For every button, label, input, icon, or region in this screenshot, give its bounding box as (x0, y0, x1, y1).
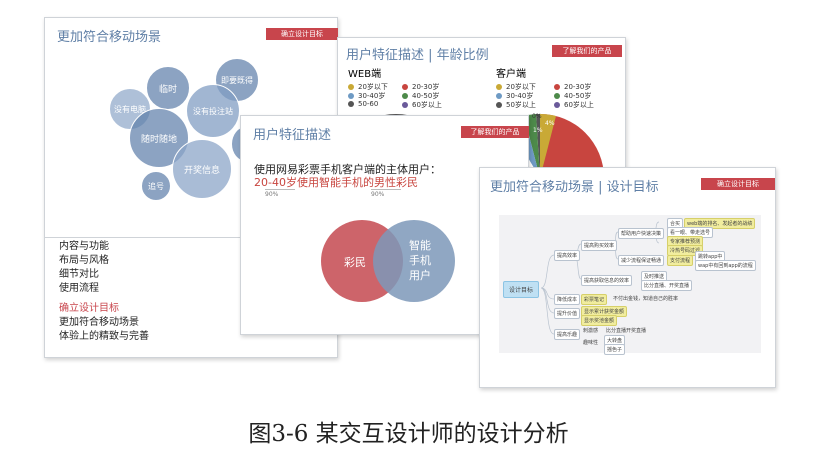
slide-title: 用户特征描述 (253, 128, 332, 143)
dot-icon (554, 93, 560, 99)
sub-node: 不付出金钱，知道自己的胜率 (613, 296, 679, 302)
root-node: 设计目标 (503, 281, 540, 298)
client-label: 客户端 (496, 69, 526, 80)
branch-node: 提升价值 (554, 308, 581, 319)
list-item-highlight: 确立设计目标 (59, 303, 119, 314)
sub-node: 摇色子 (604, 344, 626, 355)
venn-diagram (321, 220, 455, 302)
badge: 确立设计目标 (266, 28, 338, 40)
legend-item: 50-60 (348, 100, 378, 108)
dot-icon (402, 102, 408, 108)
sub-node: 帮助用户快速决策 (618, 228, 665, 239)
legend-item: 60岁以上 (402, 100, 442, 110)
legend-item: 30-40岁 (496, 91, 533, 101)
list-item: 细节对比 (59, 269, 99, 280)
pie-slice (536, 113, 540, 178)
sub-node: 支付流程 (667, 255, 694, 266)
dot-icon (348, 84, 354, 90)
sub-node: 比分直播开奖直播 (606, 328, 647, 334)
dot-icon (402, 84, 408, 90)
pie-slice (540, 114, 604, 178)
list-item: 内容与功能 (59, 241, 109, 252)
legend-item: 40-50岁 (554, 91, 591, 101)
pie-label: 1% (533, 127, 543, 134)
list-item: 体验上的精致与完善 (59, 331, 149, 342)
pie-label: 4% (545, 120, 555, 127)
dot-icon (554, 84, 560, 90)
legend-item: 20-30岁 (554, 82, 591, 92)
branch-node: 降低成本 (554, 294, 581, 305)
list-item: 更加符合移动场景 (59, 317, 139, 328)
user-target: 20-40岁使用智能手机的男性彩民 (254, 176, 418, 189)
dot-icon (348, 101, 354, 107)
badge: 了解我们的产品 (461, 126, 529, 138)
legend-item: 60岁以上 (554, 100, 594, 110)
venn-right-label: 智能 手机 用户 (409, 239, 431, 282)
legend-item: 20岁以下 (348, 82, 388, 92)
slide-title: 更加符合移动场景 (57, 30, 162, 45)
sub-node: 刺激感 (583, 328, 599, 334)
legend-item: 40-50岁 (402, 91, 439, 101)
user-statement: 使用网易彩票手机客户端的主体用户： (254, 163, 441, 176)
bubble: 追号 (141, 171, 171, 201)
pie-label: 0% (532, 113, 542, 120)
list-item: 使用流程 (59, 283, 99, 294)
dot-icon (496, 84, 502, 90)
legend-item: 20-30岁 (402, 82, 439, 92)
sub-node: 比分直播、开奖直播 (641, 280, 693, 291)
slide-title: 更加符合移动场景 | 设计目标 (490, 180, 659, 195)
legend-item: 50岁以上 (496, 100, 536, 110)
dot-icon (348, 93, 354, 99)
sub-node: 趣味性 (583, 340, 599, 346)
legend-item: 20岁以下 (496, 82, 536, 92)
sub-node: 减少流程保证畅通 (618, 255, 665, 266)
bubble: 没有投注站 (186, 84, 240, 138)
sub-node: 提高购买效率 (581, 240, 618, 251)
venn-left-label: 彩民 (344, 256, 366, 269)
bubble: 开奖信息 (172, 139, 232, 199)
percent-label: 90% (371, 189, 401, 198)
sub-node: wap中有回到app的流程 (695, 260, 756, 271)
badge: 了解我们的产品 (552, 45, 622, 57)
divider (45, 237, 241, 238)
branch-node: 提高乐趣 (554, 329, 581, 340)
sub-node: web端的排名、发起者的战绩 (684, 218, 756, 229)
venn-circle-smartphone (373, 220, 455, 302)
mind-map: 设计目标 提高效率 降低成本 提升价值 提高乐趣 提高购买效率 提高获取信息的效… (499, 215, 761, 355)
sub-node: 提高获取信息的效率 (581, 275, 633, 286)
dot-icon (496, 93, 502, 99)
slide-title: 用户特征描述 | 年龄比例 (346, 48, 489, 63)
percent-label: 90% (265, 189, 295, 198)
branch-node: 提高效率 (554, 250, 581, 261)
pie-slice (540, 113, 556, 178)
bubble: 临时 (146, 66, 190, 110)
list-item: 布局与风格 (59, 255, 109, 266)
content-list: 内容与功能 布局与风格 细节对比 使用流程 确立设计目标 更加符合移动场景 体验… (59, 240, 149, 344)
sub-node: 显示奖池金额 (581, 315, 618, 326)
dot-icon (496, 102, 502, 108)
web-label: WEB端 (348, 69, 382, 80)
badge: 确立设计目标 (701, 178, 775, 190)
legend-item: 30-40岁 (348, 91, 385, 101)
sub-node: 彩票笔记 (581, 294, 608, 305)
figure-caption: 图3-6 某交互设计师的设计分析 (248, 421, 569, 447)
dot-icon (554, 102, 560, 108)
dot-icon (402, 93, 408, 99)
slide-goal: 更加符合移动场景 | 设计目标 确立设计目标 设计目标 提高效率 降低成本 提升… (479, 167, 776, 388)
